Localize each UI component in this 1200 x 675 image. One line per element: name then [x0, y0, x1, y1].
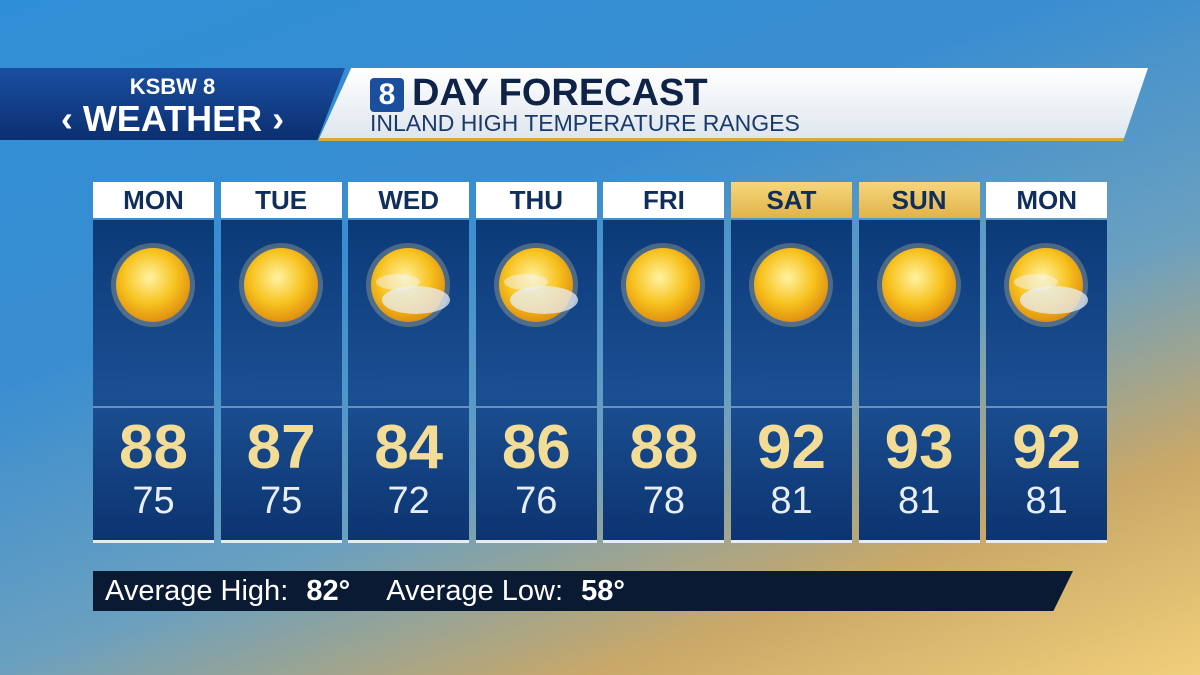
- low-temp: 78: [642, 480, 686, 522]
- day-column: MON 92 81: [986, 182, 1108, 543]
- day-name: THU: [475, 182, 597, 218]
- day-body: [93, 220, 214, 543]
- high-temp: 86: [501, 413, 571, 482]
- high-temp: 88: [119, 413, 188, 482]
- day-column: TUE 87 75: [220, 182, 342, 543]
- high-temp: 92: [757, 413, 826, 482]
- weather-icon: [111, 243, 195, 327]
- day-body: [986, 220, 1108, 543]
- averages-bar: Average High: 82° Average Low: 58°: [93, 571, 1073, 611]
- high-temp: 92: [1012, 413, 1082, 482]
- day-body: [348, 220, 470, 543]
- low-temp: 75: [259, 480, 303, 522]
- day-column: SUN 93 81: [858, 182, 980, 543]
- day-name: SUN: [858, 182, 980, 218]
- high-temp: 93: [884, 413, 954, 482]
- day-body: [603, 220, 725, 543]
- weather-icon: [366, 243, 451, 327]
- high-temp: 84: [374, 413, 444, 482]
- weather-icon: [876, 243, 961, 327]
- avg-low-label: Average Low:: [386, 575, 564, 607]
- day-column: THU 86 76: [475, 182, 597, 543]
- badge: 8: [370, 78, 404, 112]
- weather-icon: [749, 243, 833, 327]
- subtitle: INLAND HIGH TEMPERATURE RANGES: [370, 110, 800, 136]
- day-name: TUE: [220, 182, 342, 218]
- day-name: SAT: [731, 182, 852, 218]
- day-body: [220, 220, 342, 543]
- low-temp: 81: [1025, 480, 1068, 522]
- day-column: FRI 88 78: [603, 182, 725, 543]
- weather-icon: [1004, 243, 1089, 327]
- weather-icon: [493, 243, 578, 327]
- avg-high-label: Average High:: [105, 575, 289, 607]
- day-body: [731, 220, 852, 543]
- low-temp: 76: [515, 480, 558, 522]
- low-temp: 75: [132, 480, 175, 522]
- weather-icon: [238, 243, 323, 327]
- avg-high-value: 82°: [306, 575, 351, 607]
- day-column: WED 84 72: [348, 182, 470, 543]
- logo-bottom: WEATHER: [82, 98, 263, 139]
- low-temp: 81: [897, 480, 941, 522]
- weather-icon: [621, 243, 706, 327]
- high-temp: 87: [246, 413, 316, 482]
- day-body: [858, 220, 980, 543]
- day-body: [475, 220, 597, 543]
- avg-low-value: 58°: [581, 575, 625, 607]
- station-logo: KSBW 8 ‹ WEATHER ›: [0, 68, 345, 140]
- day-name: FRI: [603, 182, 725, 218]
- day-name: MON: [93, 182, 214, 218]
- day-column: SAT 92 81: [731, 182, 852, 543]
- title: DAY FORECAST: [412, 72, 708, 114]
- high-temp: 88: [629, 413, 699, 482]
- low-temp: 81: [770, 480, 813, 522]
- logo-top: KSBW: [129, 74, 197, 99]
- logo-num: 8: [203, 74, 216, 99]
- day-column: MON 88 75: [93, 182, 214, 543]
- title-banner: 8 DAY FORECAST INLAND HIGH TEMPERATURE R…: [318, 68, 1148, 141]
- day-name: MON: [986, 182, 1108, 218]
- day-name: WED: [348, 182, 470, 218]
- low-temp: 72: [387, 480, 430, 522]
